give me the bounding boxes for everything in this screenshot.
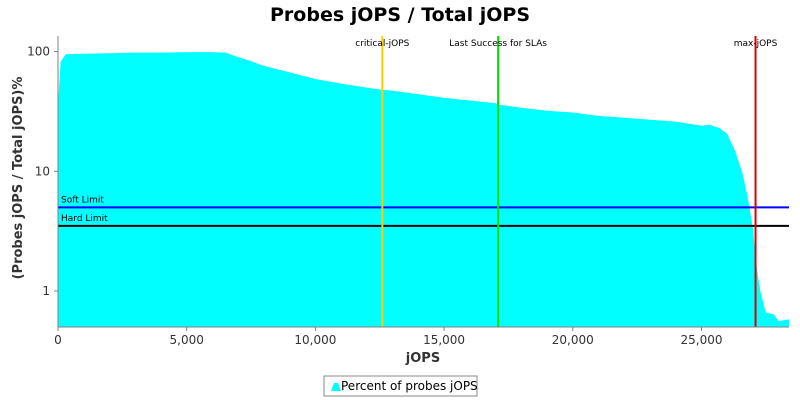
marker-label-0: critical-jOPS: [355, 39, 409, 49]
y-tick-label: 10: [35, 164, 50, 178]
x-axis-label: jOPS: [405, 351, 440, 366]
x-tick-label: 20,000: [552, 333, 594, 347]
legend-box: [323, 375, 478, 397]
chart-title: Probes jOPS / Total jOPS: [270, 4, 530, 26]
y-tick-label: 100: [27, 45, 50, 59]
y-axis-label: (Probes jOPS / Total jOPS)%: [11, 77, 26, 280]
y-tick-label: 1: [42, 284, 50, 298]
legend-swatch-icon: [331, 383, 341, 391]
marker-label-1: Last Success for SLAs: [449, 39, 547, 49]
x-tick-label: 5,000: [170, 333, 204, 347]
limit-label-0: Soft Limit: [61, 195, 104, 205]
plot-area: Soft Limit Hard Limit critical-jOPS Last Su…: [27, 36, 789, 347]
x-tick-label: 25,000: [680, 333, 722, 347]
legend: Percent of probes jOPS: [323, 375, 478, 397]
limit-label-1: Hard Limit: [61, 214, 108, 224]
legend-label: Percent of probes jOPS: [341, 379, 478, 393]
x-tick-label: 15,000: [423, 333, 465, 347]
marker-label-2: max-jOPS: [734, 39, 778, 49]
x-tick-label: 0: [54, 333, 62, 347]
series-area: [58, 52, 789, 327]
x-tick-label: 10,000: [294, 333, 336, 347]
